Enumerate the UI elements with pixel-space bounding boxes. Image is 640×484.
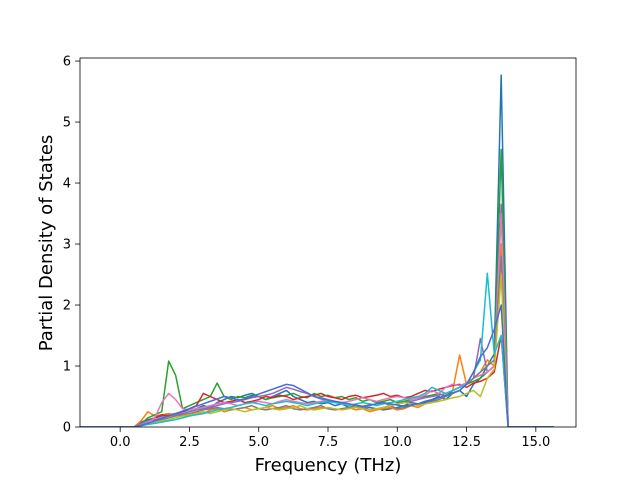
y-tick-label: 3 (63, 238, 71, 253)
x-tick-label: 0.0 (110, 435, 131, 450)
x-tick-label: 12.5 (452, 435, 481, 450)
x-tick-label: 10.0 (383, 435, 412, 450)
series-line-9 (80, 272, 554, 427)
series-layer (80, 74, 554, 427)
y-tick-label: 4 (63, 177, 71, 192)
y-axis-ticks: 0 1 2 3 4 5 6 (63, 55, 80, 436)
y-axis-label: Partial Density of States (36, 135, 57, 352)
x-tick-label: 15.0 (521, 435, 550, 450)
y-tick-label: 1 (63, 360, 71, 375)
x-axis-label: Frequency (THz) (255, 455, 402, 476)
x-axis-ticks: 0.0 2.5 5.0 7.5 10.0 12.5 15.0 (110, 427, 550, 450)
y-tick-label: 2 (63, 299, 71, 314)
series-line-8 (80, 273, 554, 427)
x-tick-label: 2.5 (179, 435, 200, 450)
y-tick-label: 5 (63, 116, 71, 131)
y-tick-label: 0 (63, 421, 71, 436)
series-line-10 (80, 304, 554, 427)
x-tick-label: 5.0 (248, 435, 269, 450)
y-tick-label: 6 (63, 55, 71, 70)
x-tick-label: 7.5 (318, 435, 339, 450)
